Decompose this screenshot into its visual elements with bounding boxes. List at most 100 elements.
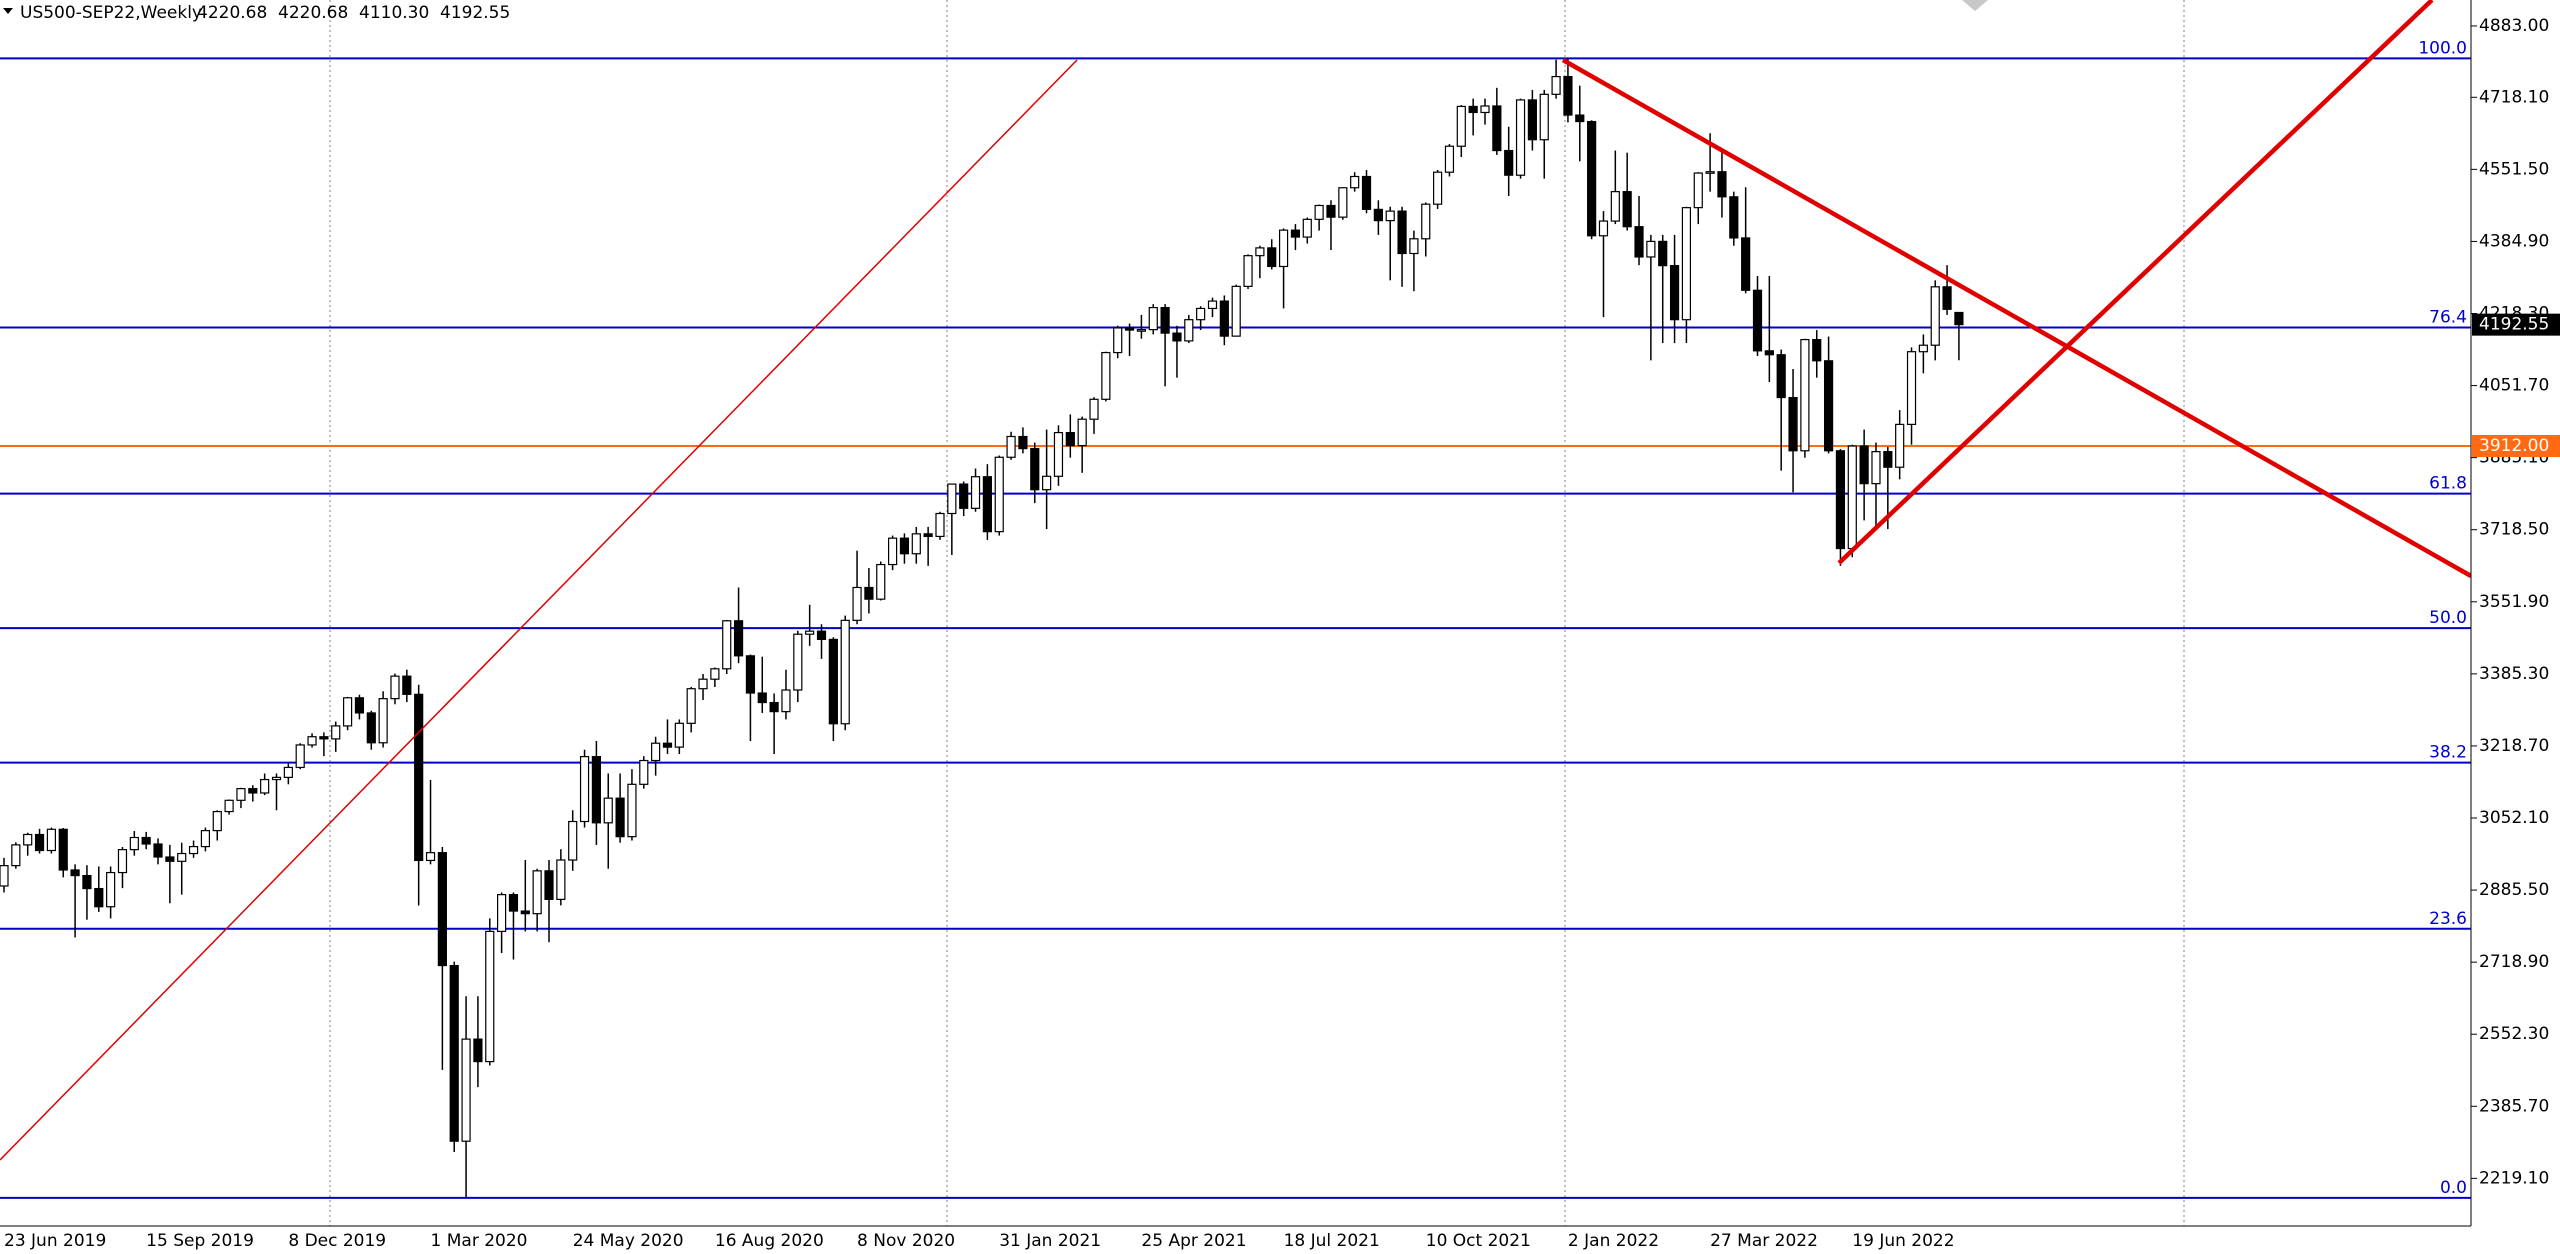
candle-body — [141, 836, 151, 845]
candle-body — [651, 742, 661, 762]
candle-body — [283, 766, 293, 778]
candle-body — [1729, 196, 1739, 239]
candle-body — [508, 894, 519, 912]
candle-body — [1042, 475, 1052, 491]
candle-body — [864, 586, 874, 600]
candle-body — [970, 476, 981, 509]
candle-body — [1267, 247, 1277, 268]
candle-body — [745, 655, 756, 694]
y-tick-label: 3218.70 — [2479, 736, 2549, 756]
candle-body — [485, 930, 495, 1063]
candle-body — [816, 630, 827, 640]
candle-body — [579, 756, 590, 823]
candle-body — [295, 744, 305, 769]
candle-body — [1077, 418, 1087, 447]
candle-body — [188, 846, 199, 855]
candle-body — [165, 856, 175, 862]
candle-body — [911, 533, 921, 555]
levels: 0.0 23.6 38.2 50.0 61.8 76.4 100.0 — [0, 38, 2471, 1199]
candle-body — [840, 619, 850, 725]
candle-body — [23, 833, 33, 846]
menu-arrow — [3, 8, 13, 14]
x-tick-label: 23 Jun 2019 — [4, 1231, 106, 1251]
candle-body — [1160, 306, 1170, 334]
candle-body — [1634, 226, 1644, 258]
candle-body — [1006, 435, 1016, 458]
candle-body — [698, 678, 708, 690]
candle-body — [70, 869, 80, 877]
x-tick-label: 19 Jun 2022 — [1852, 1231, 1954, 1251]
candle-body — [1124, 327, 1135, 331]
candle-body — [1255, 247, 1265, 257]
y-tick-label: 3052.10 — [2479, 808, 2549, 828]
candle-body — [828, 638, 838, 725]
candle-body — [520, 910, 530, 915]
candle-body — [544, 870, 554, 900]
candle-body — [887, 537, 898, 566]
candle-body — [1196, 307, 1206, 321]
y-tick-label: 4384.90 — [2479, 231, 2549, 251]
x-tick-label: 16 Aug 2020 — [715, 1231, 824, 1251]
candle-body — [402, 675, 412, 695]
candle-body — [1788, 396, 1798, 452]
candle-body — [935, 512, 945, 538]
fib-label: 50.0 — [2429, 608, 2467, 628]
candle-body — [793, 633, 803, 691]
ohlc-open: 4220.68 — [197, 3, 267, 23]
candle-body — [1409, 238, 1419, 255]
candle-body — [260, 778, 270, 794]
candle-body — [117, 849, 128, 874]
ohlc-low: 4110.30 — [359, 3, 429, 23]
y-tick-label: 2885.50 — [2479, 880, 2549, 900]
candle-body — [805, 630, 815, 635]
ohlc-close: 4192.55 — [440, 3, 510, 23]
candle-body — [1326, 204, 1336, 218]
candle-body — [722, 620, 732, 670]
candle-body — [461, 1038, 471, 1142]
candle-body — [947, 483, 957, 515]
y-tick-label: 3385.30 — [2479, 664, 2549, 684]
candle-body — [1219, 300, 1229, 337]
y-tick-label: 2219.10 — [2479, 1168, 2549, 1188]
candle-body — [1243, 255, 1253, 287]
candle-body — [1693, 172, 1703, 209]
candle-body — [153, 843, 163, 858]
candle-body — [94, 887, 104, 908]
x-tick-label: 8 Nov 2020 — [857, 1231, 955, 1251]
candle-body — [1089, 398, 1099, 420]
fib-label: 61.8 — [2429, 474, 2467, 494]
candle-body — [781, 689, 791, 713]
y-tick-label: 3718.50 — [2479, 520, 2549, 540]
candle-body — [1752, 289, 1763, 352]
x-tick-label: 25 Apr 2021 — [1141, 1231, 1246, 1251]
candle-body — [1433, 171, 1443, 205]
candle-body — [674, 722, 684, 748]
candle-body — [1361, 175, 1372, 210]
candle-body — [414, 693, 424, 862]
x-tick-label: 31 Jan 2021 — [999, 1231, 1101, 1251]
candle-body — [1906, 351, 1917, 425]
candle-body — [1053, 432, 1064, 477]
candle-body — [899, 537, 910, 555]
candle-body — [1598, 220, 1609, 237]
candle-body — [437, 852, 447, 967]
trendline — [0, 59, 1078, 1161]
candle-body — [1136, 329, 1147, 332]
price-tags: 3912.00 4192.55 — [2472, 313, 2560, 458]
candle-body — [1480, 105, 1490, 114]
candle-body — [757, 692, 767, 704]
candle-body — [1421, 203, 1431, 240]
x-tick-label: 2 Jan 2022 — [1568, 1231, 1659, 1251]
candle-body — [1231, 285, 1241, 337]
x-tick-label: 8 Dec 2019 — [288, 1231, 386, 1251]
candle-body — [46, 828, 56, 852]
x-tick-label: 15 Sep 2019 — [146, 1231, 254, 1251]
candle-body — [390, 675, 400, 700]
candle-body — [532, 870, 542, 915]
candle-body — [1290, 229, 1301, 238]
candle-body — [686, 688, 696, 724]
candle-body — [129, 836, 139, 851]
y-tick-label: 2718.90 — [2479, 952, 2549, 972]
